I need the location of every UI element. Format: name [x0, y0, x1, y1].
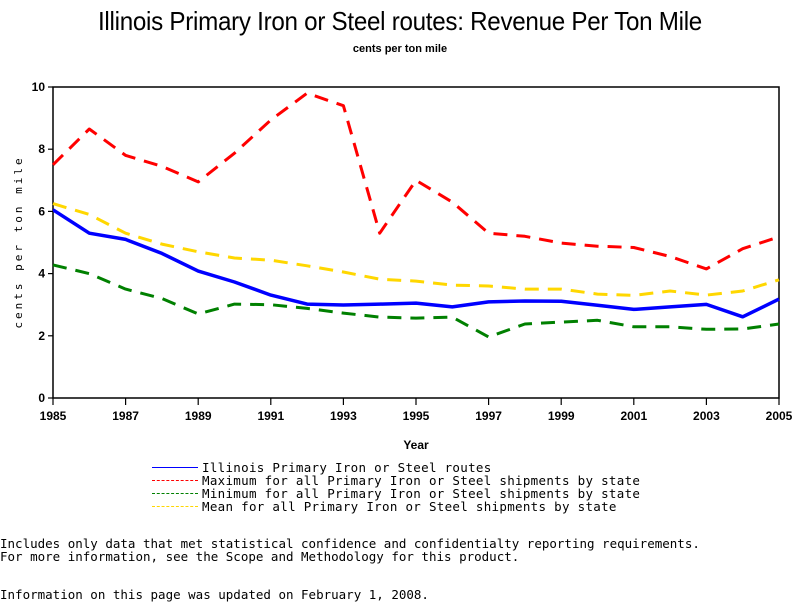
legend-item: Mean for all Primary Iron or Steel shipm…	[152, 500, 640, 513]
ticks: 0 2 4 6 8 10 1985 1987 1989 1991 1993 1995 1997 1999 2…	[32, 80, 793, 423]
y-tick-label: 8	[38, 142, 45, 156]
line-chart: 0 2 4 6 8 10 1985 1987 1989 1991 1993 1995 1997 1999 2…	[0, 0, 800, 460]
x-tick-label: 1997	[475, 409, 502, 423]
series-line-mean-for-all-primary-iron-or-steel-shipments-by-state	[53, 204, 779, 296]
y-tick-label: 4	[38, 267, 45, 281]
x-tick-label: 1991	[257, 409, 284, 423]
series-line-minimum-for-all-primary-iron-or-steel-shipments-by-state	[53, 265, 779, 337]
y-axis-label: cents per ton mile	[12, 155, 25, 328]
legend-label: Mean for all Primary Iron or Steel shipm…	[202, 499, 617, 514]
y-tick-label: 2	[38, 329, 45, 343]
y-tick-label: 10	[32, 80, 46, 94]
x-tick-label: 1999	[548, 409, 575, 423]
legend-swatch	[152, 464, 198, 472]
x-tick-label: 2003	[693, 409, 720, 423]
x-tick-label: 1993	[330, 409, 357, 423]
legend-swatch	[152, 477, 198, 485]
x-tick-label: 1987	[112, 409, 139, 423]
y-tick-label: 0	[38, 391, 45, 405]
note-methodology: For more information, see the Scope and …	[0, 549, 519, 564]
x-tick-label: 2001	[620, 409, 647, 423]
x-axis-label: Year	[403, 438, 429, 452]
legend-swatch	[152, 490, 198, 498]
series-layer	[53, 93, 779, 337]
axes	[53, 87, 779, 398]
plot-frame	[53, 87, 779, 398]
x-tick-label: 2005	[766, 409, 793, 423]
legend-swatch	[152, 503, 198, 511]
x-tick-label: 1989	[185, 409, 212, 423]
series-line-illinois-primary-iron-or-steel-routes	[53, 210, 779, 317]
x-tick-label: 1995	[403, 409, 430, 423]
x-tick-label: 1985	[40, 409, 67, 423]
y-tick-label: 6	[38, 204, 45, 218]
